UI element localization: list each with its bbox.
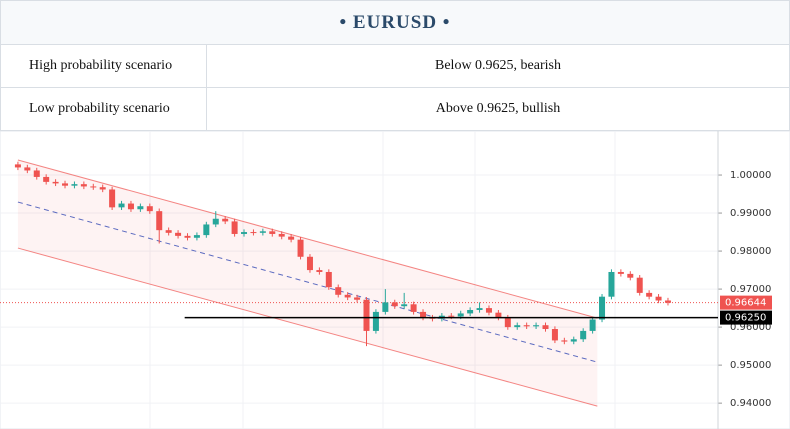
row: High probability scenario Below 0.9625, b… <box>0 44 790 88</box>
candle-body <box>335 287 342 295</box>
candle-body <box>617 271 624 274</box>
candle-body <box>62 183 69 186</box>
candle-body <box>363 299 370 331</box>
y-tick-label: 0.97000 <box>730 284 771 295</box>
candle-body <box>410 304 417 312</box>
cell: High probability scenario <box>0 44 207 88</box>
channel-fill <box>17 160 598 407</box>
candle-body <box>551 329 558 341</box>
last-price-box <box>720 295 772 310</box>
level-price-box <box>720 310 772 325</box>
candle-body <box>523 325 530 327</box>
candle-body <box>43 176 50 182</box>
scenario-table: High probability scenario Below 0.9625, b… <box>0 44 790 131</box>
y-tick-label: 0.96000 <box>730 322 771 333</box>
level-price-label: 0.96250 <box>725 313 766 324</box>
channel-lower <box>17 247 598 407</box>
candle-body <box>212 218 219 225</box>
candle-body <box>14 164 21 168</box>
candle-body <box>259 231 266 233</box>
channel-upper <box>17 159 598 319</box>
candle-body <box>580 330 587 340</box>
candle-body <box>542 325 549 330</box>
candle-body <box>165 230 172 233</box>
y-tick-label: 0.98000 <box>730 246 771 257</box>
candle-body <box>627 273 634 278</box>
candle-body <box>306 256 313 271</box>
candle-body <box>533 325 540 327</box>
candle-body <box>90 186 97 188</box>
candle-body <box>514 325 521 328</box>
candle-body <box>278 233 285 237</box>
candle-body <box>664 300 671 303</box>
candle-body <box>636 277 643 293</box>
candle-body <box>184 235 191 238</box>
candle-body <box>109 189 116 208</box>
candle-body <box>495 312 502 318</box>
candle-body <box>485 308 492 313</box>
candle-body <box>288 236 295 240</box>
candle-body <box>608 271 615 297</box>
candle-body <box>382 302 389 312</box>
candle-body <box>71 184 78 186</box>
channel-mid <box>17 201 598 363</box>
candle-body <box>467 310 474 314</box>
candle-body <box>646 292 653 297</box>
candle-body <box>250 232 257 234</box>
candle-body <box>476 308 483 311</box>
candle-body <box>599 296 606 320</box>
candle-body <box>33 170 40 177</box>
y-tick-label: 0.94000 <box>730 398 771 409</box>
candle-body <box>222 218 229 222</box>
candle-body <box>231 221 238 234</box>
candle-body <box>193 235 200 238</box>
candle-body <box>99 187 106 190</box>
last-price-label: 0.96644 <box>725 298 766 309</box>
y-tick-label: 1.00000 <box>730 170 771 181</box>
candle-body <box>316 270 323 272</box>
candle-body <box>655 296 662 301</box>
candle-body <box>570 339 577 342</box>
chart-frame <box>0 131 790 429</box>
candle-body <box>344 294 351 298</box>
candle-body <box>589 319 596 331</box>
candle-body <box>391 302 398 307</box>
candle-body <box>561 340 568 342</box>
cell: Below 0.9625, bearish <box>206 44 790 88</box>
cell: Low probability scenario <box>0 87 207 131</box>
cell: Above 0.9625, bullish <box>206 87 790 131</box>
row: Low probability scenario Above 0.9625, bu… <box>0 87 790 131</box>
candle-body <box>175 232 182 236</box>
candle-body <box>269 231 276 234</box>
candle-body <box>401 304 408 307</box>
candle-body <box>241 232 248 234</box>
candle-body <box>137 206 144 210</box>
candle-body <box>448 315 455 317</box>
y-tick-label: 0.95000 <box>730 360 771 371</box>
candle-body <box>127 203 134 210</box>
candle-body <box>80 184 87 187</box>
candle-body <box>354 297 361 300</box>
candle-body <box>52 181 59 184</box>
candle-body <box>156 211 163 231</box>
candle-body <box>325 271 332 288</box>
candle-body <box>146 206 153 212</box>
header-title: • EURUSD • <box>0 0 790 44</box>
candle-body <box>118 203 125 208</box>
candle-body <box>457 313 464 317</box>
candle-body <box>420 311 427 318</box>
candle-body <box>504 317 511 328</box>
candle-body <box>24 167 31 171</box>
chart: 1.00000 0.99000 0.98000 0.97000 0.96000 0.950… <box>0 131 790 429</box>
candle-body <box>372 311 379 331</box>
candle-body <box>203 224 210 236</box>
candle-body <box>297 239 304 257</box>
y-tick-label: 0.99000 <box>730 208 771 219</box>
